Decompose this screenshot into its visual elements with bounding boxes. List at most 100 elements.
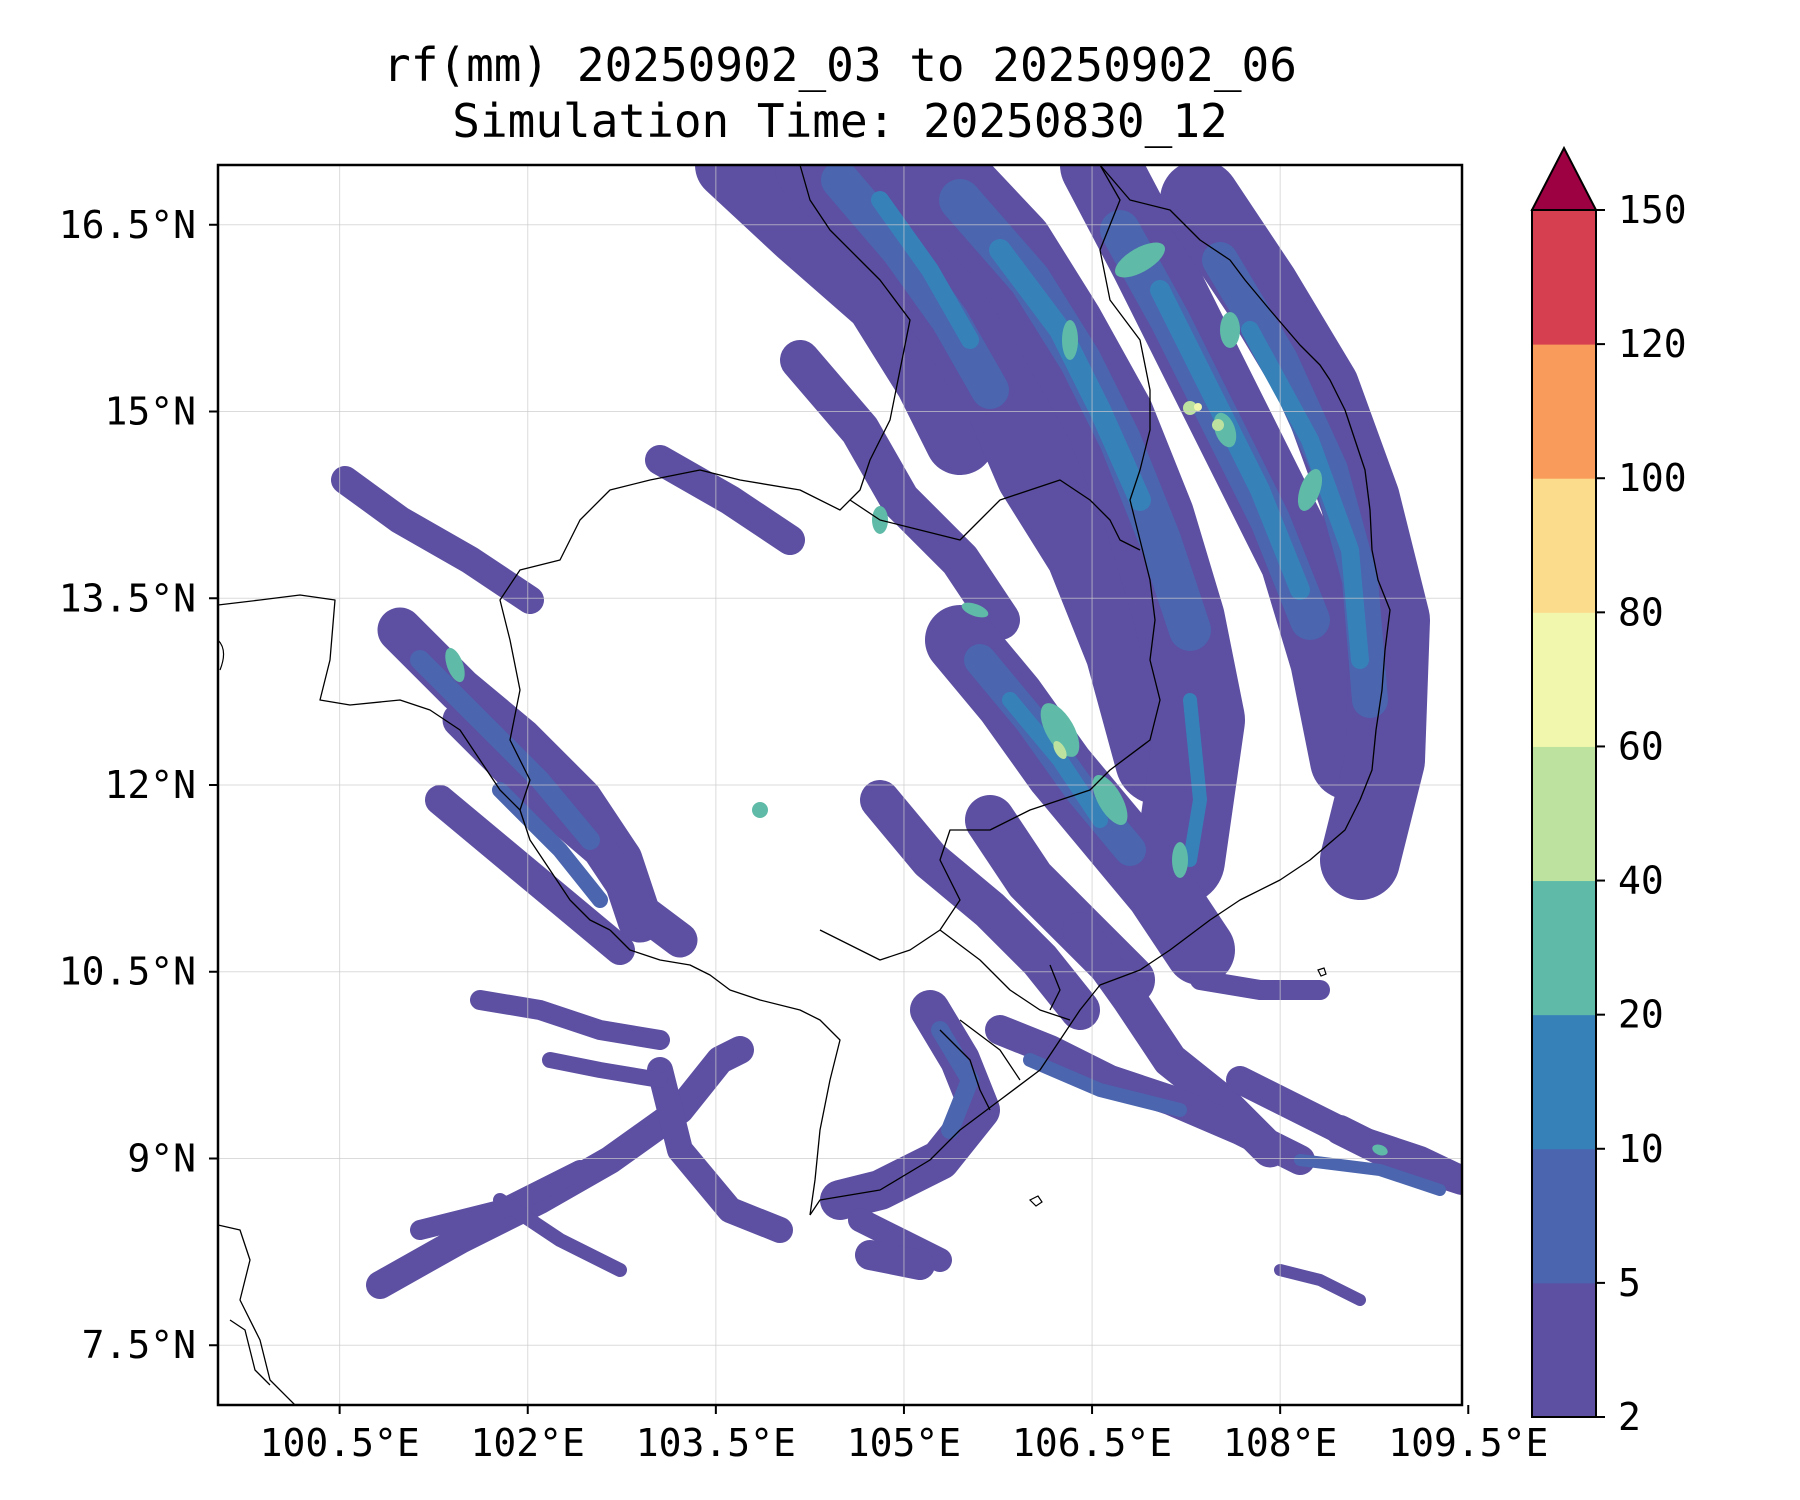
rain-cell [445,647,465,683]
rain-band [410,1160,590,1240]
coastline-thailand [218,594,611,931]
colorbar-segment [1532,1282,1596,1418]
lon-tick-label: 105°E [847,1421,961,1465]
rain-band [1183,693,1207,867]
rain-cell [1172,842,1188,878]
lat-tick-label: 10.5°N [59,950,196,994]
lat-tick-label: 13.5°N [59,576,196,620]
border-laos-cambodia [849,479,1141,551]
colorbar-segment [1532,1148,1596,1284]
rain-band [780,340,1020,640]
rain-band [1274,1264,1366,1306]
coastline-malay [218,1224,296,1405]
colorbar-frame [1531,209,1597,1418]
rain-cell [1194,403,1202,411]
colorbar-label: 120 [1618,322,1687,366]
lon-tick-label: 106.5°E [1012,1421,1172,1465]
rain-band [1160,165,1430,900]
rainfall-contours [331,165,1462,1306]
coastline-delta [1049,964,1061,1011]
rain-band [821,165,1009,409]
rain-band [860,780,1100,1030]
rain-band [871,191,979,349]
rain-band [442,702,698,958]
rain-cell [752,802,768,818]
rain-band [931,1021,979,1139]
rain-cell [1372,1144,1388,1156]
island [1317,967,1327,977]
colorbar-label: 5 [1618,1261,1641,1305]
colorbar-segment [1532,344,1596,479]
rain-cell [1115,242,1165,278]
border-mekong [939,929,1071,1021]
colorbar-label: 10 [1618,1127,1664,1171]
rain-band [645,445,805,555]
rain-cell [1212,419,1224,431]
colorbar-label: 80 [1618,590,1664,634]
rain-cell [1062,320,1078,360]
rain-band [985,1015,1315,1175]
rain-cell [1053,740,1067,760]
coastline-vietnam [809,165,1391,1216]
rain-cell [1040,703,1080,757]
colorbar-label: 60 [1618,724,1664,768]
island [1028,1195,1043,1207]
lat-tick-label: 7.5°N [82,1323,196,1367]
longitude-axis: 100.5°E 102°E 103.5°E 105°E 106.5°E 108°E 109.… [260,1405,1548,1465]
rain-band [695,165,995,475]
colorbar-segment [1532,210,1596,345]
border-cambodia-vietnam [819,165,1161,961]
lat-tick-label: 9°N [127,1136,196,1180]
colorbar-segment [1532,478,1596,613]
latitude-axis: 16.5°N 15°N 13.5°N 12°N 10.5°N 9°N 7.5°N [59,203,218,1367]
rain-band [331,466,544,614]
rain-band [1002,692,1108,828]
rain-cell [1220,312,1240,348]
island [218,639,225,671]
rain-cell [1092,775,1128,825]
rain-band [470,990,670,1050]
colorbar-segment [1532,612,1596,747]
rain-band [410,650,600,850]
rain-band [989,239,1151,511]
chart-title: rf(mm) 20250902_03 to 20250902_06 [383,38,1297,92]
rain-cell [1297,469,1323,511]
lon-tick-label: 102°E [471,1421,585,1465]
lat-tick-label: 15°N [104,390,196,434]
colorbar-label: 150 [1618,188,1687,232]
rain-band [366,1036,754,1299]
rain-cell [961,602,989,618]
colorbar-label: 20 [1618,993,1664,1037]
rain-band [1023,1053,1187,1117]
rain-band [542,1052,668,1088]
coastline-delta [939,1029,991,1111]
colorbar: 2 5 10 20 40 60 80 100 120 150 [1530,145,1687,1439]
colorbar-segment [1532,880,1596,1016]
rain-band [493,1193,627,1277]
rain-band [1190,970,1330,1000]
rain-band [1325,1115,1462,1195]
coastlines-borders [218,165,1391,1405]
colorbar-segment [1532,746,1596,882]
colorbar-label: 100 [1618,456,1687,500]
lon-tick-label: 103.5°E [636,1421,796,1465]
lon-tick-label: 100.5°E [260,1421,420,1465]
rain-band [855,1240,935,1280]
rain-band [1294,1154,1446,1196]
border-thailand-laos-cambodia [499,165,911,811]
coastline-delta [959,1019,1021,1081]
coastline-islands [229,1319,271,1386]
lon-tick-label: 109.5°E [1388,1421,1548,1465]
colorbar-segment [1532,1014,1596,1150]
lat-tick-label: 16.5°N [59,203,196,247]
rain-band [425,785,635,965]
lon-tick-label: 108°E [1223,1421,1337,1465]
colorbar-label: 40 [1618,859,1664,903]
lat-tick-label: 12°N [104,763,196,807]
coastline-cambodia [609,929,841,1216]
rain-band [647,1057,793,1243]
colorbar-label: 2 [1618,1395,1641,1439]
chart-subtitle: Simulation Time: 20250830_12 [452,94,1228,148]
